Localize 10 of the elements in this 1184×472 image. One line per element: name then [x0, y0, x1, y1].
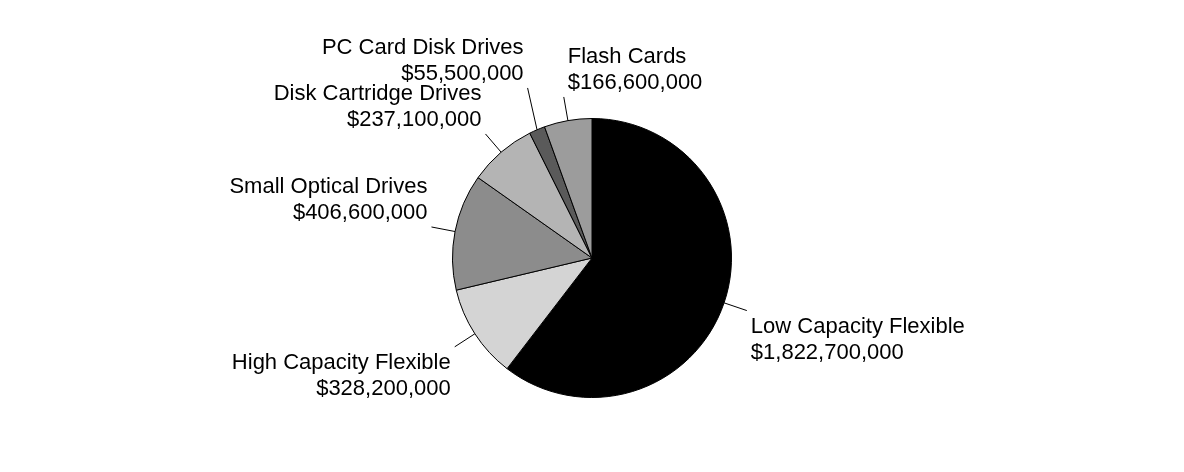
slice-label: Flash Cards: [567, 42, 687, 68]
data-label: $166,600,000: [567, 68, 703, 94]
slice-label: PC Card Disk Drives: [321, 33, 524, 59]
data-label: $328,200,000: [316, 374, 451, 400]
data-label: $237,100,000: [346, 105, 482, 131]
slice-label: Small Optical Drives: [229, 172, 428, 198]
data-label: $1,822,700,000: [750, 338, 904, 364]
data-label: $406,600,000: [292, 198, 428, 224]
slice-label: Low Capacity Flexible: [750, 312, 965, 338]
slice-label: High Capacity Flexible: [231, 348, 451, 374]
